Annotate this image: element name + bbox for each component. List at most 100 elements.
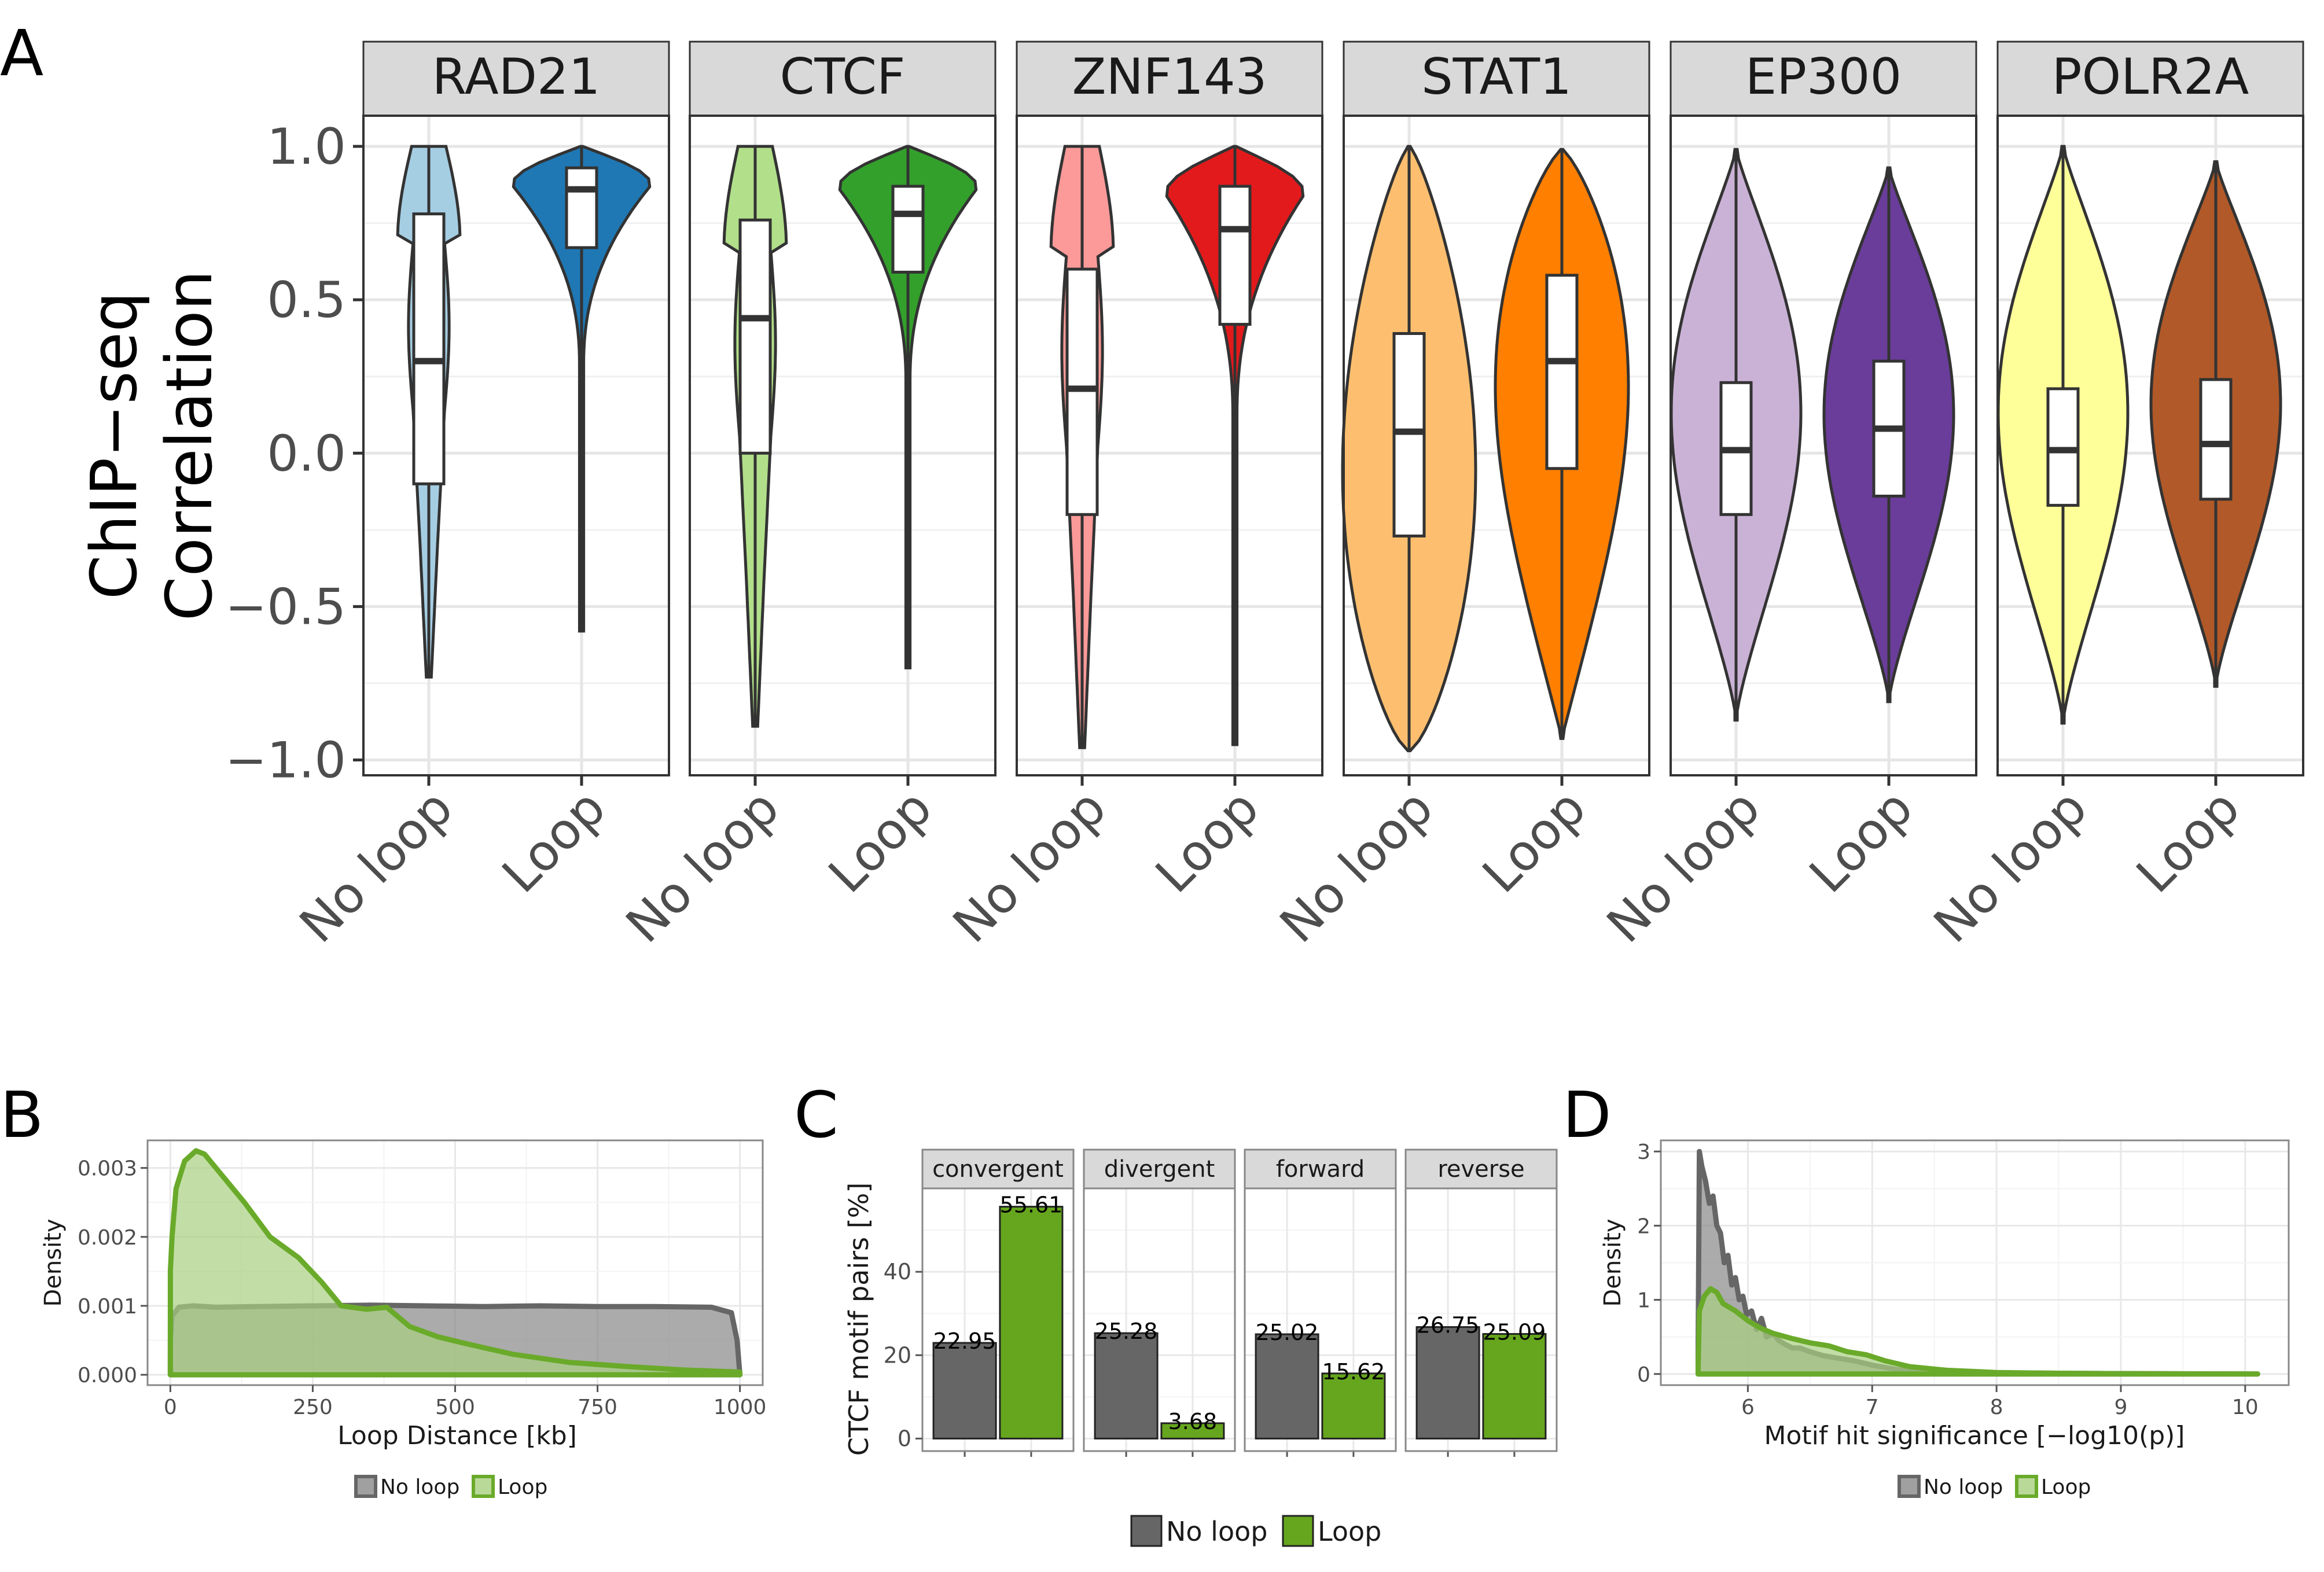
plot-border	[1404, 1187, 1558, 1452]
x-tick-label: No loop	[615, 779, 790, 954]
x-tick-label: No loop	[1596, 779, 1771, 954]
plot-border	[1244, 1187, 1397, 1452]
density-area-loop	[167, 1148, 743, 1378]
legend-label: No loop	[380, 1475, 459, 1499]
y-tick-label: 0	[898, 1426, 911, 1451]
y-tick-label: 0.000	[78, 1364, 137, 1387]
y-axis-title: Density	[1599, 1218, 1626, 1306]
x-tick-label: 8	[1990, 1396, 2003, 1419]
y-tick-label: 1	[1637, 1289, 1650, 1313]
facet-reverse: reverse 26.75 25.09	[1404, 1148, 1558, 1457]
bar-value-label: 15.62	[1322, 1359, 1385, 1385]
x-tick-label: 500	[435, 1396, 475, 1419]
y-tick-label: 2	[1637, 1214, 1650, 1238]
y-tick-label: 0.003	[78, 1157, 137, 1181]
legend-key-no-loop	[1130, 1515, 1163, 1547]
legend-label: Loop	[1318, 1516, 1381, 1547]
x-tick-label: Loop	[1799, 779, 1924, 904]
bar-value-label: 3.68	[1168, 1409, 1218, 1434]
plot-border	[921, 1187, 1075, 1452]
bar-loop	[1321, 1372, 1386, 1440]
x-tick-label: No loop	[289, 779, 464, 954]
plot-border	[1083, 1187, 1236, 1452]
plot-border	[362, 115, 670, 776]
facet-label: CTCF	[779, 48, 905, 106]
boxplot-box	[891, 185, 925, 274]
facet-rad21: RAD21 No loop Loop	[289, 41, 670, 954]
x-tick-label: 10	[2232, 1396, 2259, 1419]
facet-strip	[1016, 41, 1323, 117]
facet-strip	[689, 41, 996, 117]
bar-value-label: 25.09	[1483, 1320, 1546, 1345]
panel-b: 0 250 500 750 1000 0.000 0.001 0.002 0.003 Loop D…	[40, 1139, 767, 1499]
legend-key-loop	[2015, 1475, 2038, 1498]
x-tick-label: 0	[164, 1396, 177, 1419]
boxplot-box	[1218, 185, 1252, 326]
legend-label: Loop	[498, 1475, 547, 1499]
legend-key-loop	[1282, 1515, 1314, 1547]
facet-label: ZNF143	[1072, 48, 1267, 106]
bar-loop	[1482, 1333, 1547, 1440]
facet-strip	[921, 1148, 1075, 1190]
facet-label: EP300	[1745, 48, 1902, 106]
bar-value-label: 25.02	[1256, 1320, 1319, 1345]
x-tick-label: No loop	[1923, 779, 2098, 954]
y-tick-label: 0.0	[267, 425, 346, 483]
x-tick-label: Loop	[1145, 779, 1270, 904]
facet-strip	[1996, 41, 2304, 117]
facet-divergent: divergent 25.28 3.68	[1083, 1148, 1236, 1457]
panel-letter-b: B	[0, 1078, 43, 1152]
x-tick-label: No loop	[1269, 779, 1444, 954]
facet-strip	[1244, 1148, 1397, 1190]
legend-key-loop	[472, 1475, 495, 1498]
boxplot-box	[412, 212, 446, 485]
facet-ep300: EP300 No loop Loop	[1596, 41, 1977, 954]
bar-value-label: 25.28	[1095, 1319, 1158, 1344]
facet-label: RAD21	[432, 48, 601, 106]
x-tick-label: Loop	[2126, 779, 2251, 904]
boxplot-box	[1545, 274, 1579, 470]
x-tick-label: 250	[293, 1396, 333, 1419]
y-tick-label: 0.001	[78, 1295, 137, 1319]
facet-label: convergent	[932, 1156, 1064, 1183]
bar-loop	[1160, 1422, 1225, 1440]
bar-value-label: 55.61	[1000, 1192, 1063, 1218]
plot-border	[1670, 115, 1977, 776]
facet-strip	[362, 41, 670, 117]
y-tick-label: 40	[884, 1259, 911, 1284]
bar-value-label: 26.75	[1417, 1313, 1480, 1338]
boxplot-box	[565, 166, 598, 249]
x-axis-title: Motif hit significance [−log10(p)]	[1764, 1421, 2185, 1450]
y-tick-label: 3	[1637, 1140, 1650, 1164]
panel-letter-a: A	[0, 16, 43, 90]
facet-convergent: convergent 22.95 55.61	[921, 1148, 1075, 1457]
density-area-loop	[1695, 1286, 2260, 1377]
legend-key-no-loop	[354, 1475, 377, 1498]
bar-no-loop	[932, 1342, 997, 1440]
bar-value-label: 22.95	[933, 1328, 996, 1354]
y-tick-label: 0	[1637, 1363, 1650, 1387]
facet-label: divergent	[1104, 1156, 1215, 1183]
panel-d: 6 7 8 9 10 0 1 2 3 Motif hit significance [−log10…	[1599, 1139, 2290, 1499]
facet-strip	[1404, 1148, 1558, 1190]
panel-letter-d: D	[1562, 1078, 1612, 1152]
facet-stat1: STAT1 No loop Loop	[1269, 41, 1650, 954]
x-tick-label: 9	[2114, 1396, 2127, 1419]
facet-znf143: ZNF143 No loop Loop	[942, 41, 1323, 954]
plot-border	[689, 115, 996, 776]
panel-letter-c: C	[794, 1078, 839, 1152]
y-tick-label: 0.5	[267, 271, 346, 329]
x-tick-label: 6	[1741, 1396, 1755, 1419]
boxplot-box	[738, 218, 772, 455]
bar-loop	[999, 1206, 1064, 1440]
y-tick-label: −0.5	[225, 578, 346, 636]
x-tick-label: No loop	[942, 779, 1117, 954]
y-axis-title-line2: Correlation	[152, 270, 226, 621]
x-tick-label: 1000	[714, 1396, 767, 1419]
legend-key-no-loop	[1898, 1475, 1921, 1498]
facet-ctcf: CTCF No loop Loop	[615, 41, 996, 954]
bar-no-loop	[1255, 1333, 1319, 1440]
